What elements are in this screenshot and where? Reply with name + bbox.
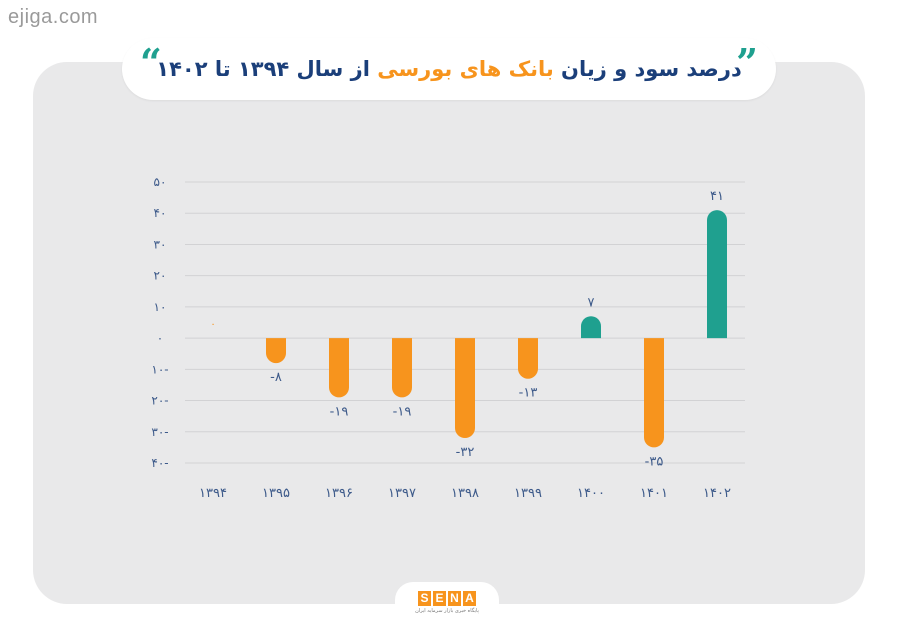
y-tick-label: ۳۰ [154,237,167,251]
watermark: ejiga.com [8,6,99,28]
y-tick-label: ۰ [157,331,163,345]
bar [392,338,412,398]
data-label: -۳۵ [645,454,664,469]
y-tick-label: ۲۰- [151,394,168,408]
bar [644,338,664,448]
x-tick-label: ۱۳۹۹ [514,486,542,501]
bar [518,338,538,379]
title-pill: ” درصد سود و زیان بانک های بورسی از سال … [122,38,776,100]
bar [707,210,727,339]
data-label: -۳۲ [456,445,475,460]
quote-close-icon: “ [140,40,162,85]
data-label: -۱۹ [393,404,412,419]
logo-letter: E [433,590,446,606]
x-tick-label: ۱۳۹۵ [262,486,290,501]
title-end: از سال ۱۳۹۴ تا ۱۴۰۲ [156,57,378,81]
y-tick-label: ۴۰ [154,206,167,220]
title-main: درصد سود و زیان [553,57,742,81]
data-label: ۴۱ [710,189,724,204]
x-tick-label: ۱۴۰۰ [577,486,605,501]
y-tick-label: ۳۰- [151,425,168,439]
x-tick-label: ۱۳۹۴ [199,486,227,501]
bar [266,338,286,364]
logo-letter: A [463,590,476,606]
x-tick-label: ۱۳۹۷ [388,486,416,501]
y-tick-label: ۱۰- [151,362,168,376]
x-tick-label: ۱۴۰۲ [703,486,731,501]
data-label: ۰ [210,319,215,330]
x-tick-label: ۱۳۹۶ [325,486,353,501]
x-tick-label: ۱۳۹۸ [451,486,479,501]
y-tick-label: ۲۰ [154,269,167,283]
y-tick-label: ۴۰- [151,456,168,470]
bar [329,338,349,398]
bar [455,338,475,439]
bar [581,316,601,339]
y-tick-label: ۱۰ [154,300,167,314]
data-label: ۷ [588,295,595,310]
x-tick-label: ۱۴۰۱ [640,486,668,501]
logo-letter: S [418,590,431,606]
title-accent: بانک های بورسی [377,57,554,81]
data-label: -۱۹ [330,404,349,419]
quote-open-icon: ” [736,40,758,85]
data-label: -۸ [270,370,282,385]
data-label: -۱۳ [519,386,538,401]
y-tick-label: ۵۰ [154,175,167,189]
logo-letter: N [448,590,461,606]
chart-title: درصد سود و زیان بانک های بورسی از سال ۱۳… [156,57,741,81]
logo-tagline: پایگاه خبری بازار سرمایه ایران [415,607,479,614]
